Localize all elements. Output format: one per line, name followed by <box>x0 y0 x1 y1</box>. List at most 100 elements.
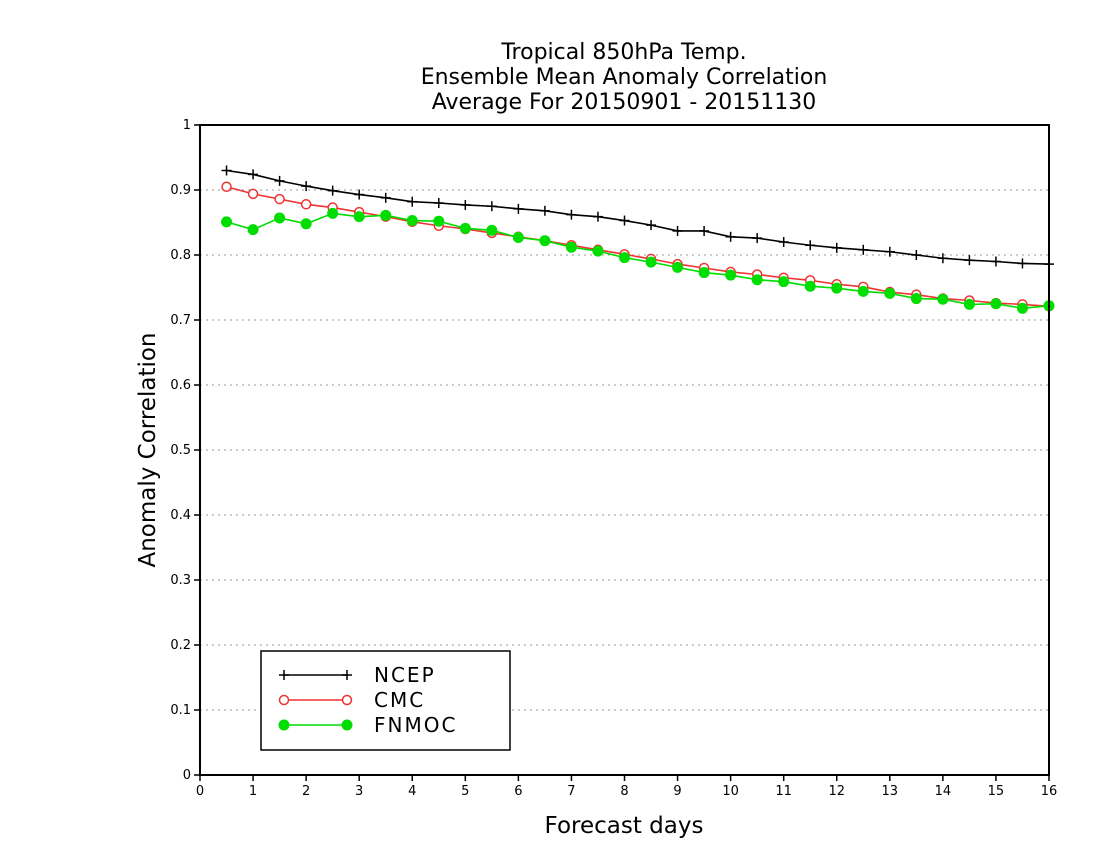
y-tick-label: 0.4 <box>170 508 191 523</box>
y-tick-label: 0 <box>183 768 191 783</box>
data-point-ncep <box>248 169 259 180</box>
x-tick-label: 5 <box>461 784 469 799</box>
data-point-fnmoc <box>486 224 498 236</box>
data-point-ncep <box>672 225 683 236</box>
data-point-fnmoc <box>512 231 524 243</box>
data-point-fnmoc <box>433 215 445 227</box>
data-point-ncep <box>937 253 948 264</box>
series-line-cmc <box>226 185 1050 308</box>
series-ncep <box>221 165 1054 270</box>
legend-item-ncep: NCEP <box>279 663 436 687</box>
legend-marker <box>341 694 353 706</box>
data-point-fnmoc <box>1016 302 1028 314</box>
data-point-ncep <box>1017 258 1028 269</box>
data-point-ncep <box>725 231 736 242</box>
data-point-fnmoc <box>778 276 790 288</box>
y-tick-label: 0.9 <box>170 183 191 198</box>
data-point-fnmoc <box>725 269 737 281</box>
data-point-fnmoc <box>751 274 763 286</box>
data-point-fnmoc <box>937 293 949 305</box>
y-axis-label: Anomaly Correlation <box>135 332 161 567</box>
x-tick-label: 9 <box>673 784 681 799</box>
data-point-ncep <box>486 201 497 212</box>
data-point-ncep <box>619 215 630 226</box>
data-point-fnmoc <box>619 252 630 264</box>
legend-marker <box>278 719 290 731</box>
title-line-2: Ensemble Mean Anomaly Correlation <box>421 65 828 90</box>
x-tick-label: 16 <box>1041 784 1058 799</box>
x-tick-label: 6 <box>514 784 522 799</box>
data-point-fnmoc <box>406 215 418 227</box>
data-point-fnmoc <box>565 241 577 253</box>
y-tick-label: 0.8 <box>170 248 191 263</box>
x-tick-label: 15 <box>988 784 1005 799</box>
data-point-fnmoc <box>353 211 365 223</box>
y-tick-label: 1 <box>183 118 191 133</box>
data-point-fnmoc <box>698 267 710 279</box>
data-point-ncep <box>301 181 312 192</box>
data-point-ncep <box>566 209 577 220</box>
x-tick-label: 12 <box>828 784 845 799</box>
data-point-ncep <box>354 189 365 200</box>
data-point-ncep <box>699 225 710 236</box>
data-point-fnmoc <box>672 261 684 273</box>
data-point-cmc <box>247 188 259 200</box>
legend-label-ncep: NCEP <box>374 663 436 687</box>
y-tick-label: 0.5 <box>170 443 191 458</box>
data-point-ncep <box>433 198 444 208</box>
data-point-fnmoc <box>963 298 975 310</box>
data-point-fnmoc <box>459 222 471 234</box>
data-point-fnmoc <box>274 212 286 224</box>
y-tick-label: 0.7 <box>170 313 191 328</box>
data-point-fnmoc <box>910 293 922 305</box>
plot-series <box>221 165 1055 314</box>
y-tick-label: 0.1 <box>170 703 191 718</box>
data-point-fnmoc <box>539 235 551 247</box>
data-point-ncep <box>646 220 657 231</box>
y-tick-label: 0.6 <box>170 378 191 393</box>
data-point-ncep <box>831 242 842 253</box>
x-tick-label: 13 <box>882 784 899 799</box>
x-tick-label: 14 <box>935 784 952 799</box>
series-line-fnmoc <box>226 212 1050 310</box>
legend-marker <box>279 670 289 680</box>
data-point-fnmoc <box>300 218 312 230</box>
data-point-ncep <box>460 199 471 210</box>
data-point-ncep <box>274 175 285 186</box>
legend-marker <box>278 694 290 706</box>
data-point-fnmoc <box>857 285 869 297</box>
data-point-fnmoc <box>804 280 816 292</box>
data-point-fnmoc <box>884 287 896 299</box>
x-tick-label: 2 <box>302 784 310 799</box>
legend-marker <box>341 719 353 731</box>
y-tick-label: 0.2 <box>170 638 191 653</box>
data-point-cmc <box>300 199 312 210</box>
data-point-fnmoc <box>592 245 604 257</box>
data-point-ncep <box>221 165 232 176</box>
y-tick-label: 0.3 <box>170 573 191 588</box>
data-point-ncep <box>327 185 338 196</box>
x-axis-label: Forecast days <box>545 813 704 839</box>
data-point-cmc <box>221 181 232 192</box>
x-tick-label: 0 <box>196 784 204 799</box>
legend-label-fnmoc: FNMOC <box>374 713 457 737</box>
data-point-fnmoc <box>831 282 843 294</box>
legend-item-fnmoc: FNMOC <box>278 713 457 737</box>
data-point-fnmoc <box>247 224 259 236</box>
data-point-ncep <box>513 203 524 214</box>
axis-ticks: 00.10.20.30.40.50.60.70.80.910 1 2 3 4 5 6 7 8 9 1… <box>170 118 1057 799</box>
data-point-fnmoc <box>645 256 657 268</box>
data-point-ncep <box>884 246 895 257</box>
data-point-fnmoc <box>990 298 1002 310</box>
x-tick-label: 4 <box>408 784 416 799</box>
data-point-ncep <box>911 250 922 260</box>
data-point-ncep <box>592 211 603 222</box>
title-line-1: Tropical 850hPa Temp. <box>500 40 746 65</box>
data-point-ncep <box>990 256 1001 267</box>
data-point-ncep <box>858 244 869 255</box>
data-point-fnmoc <box>380 209 392 221</box>
data-point-cmc <box>274 193 285 205</box>
data-point-ncep <box>380 192 391 203</box>
chart-title: Tropical 850hPa Temp. Ensemble Mean Anom… <box>421 40 828 115</box>
